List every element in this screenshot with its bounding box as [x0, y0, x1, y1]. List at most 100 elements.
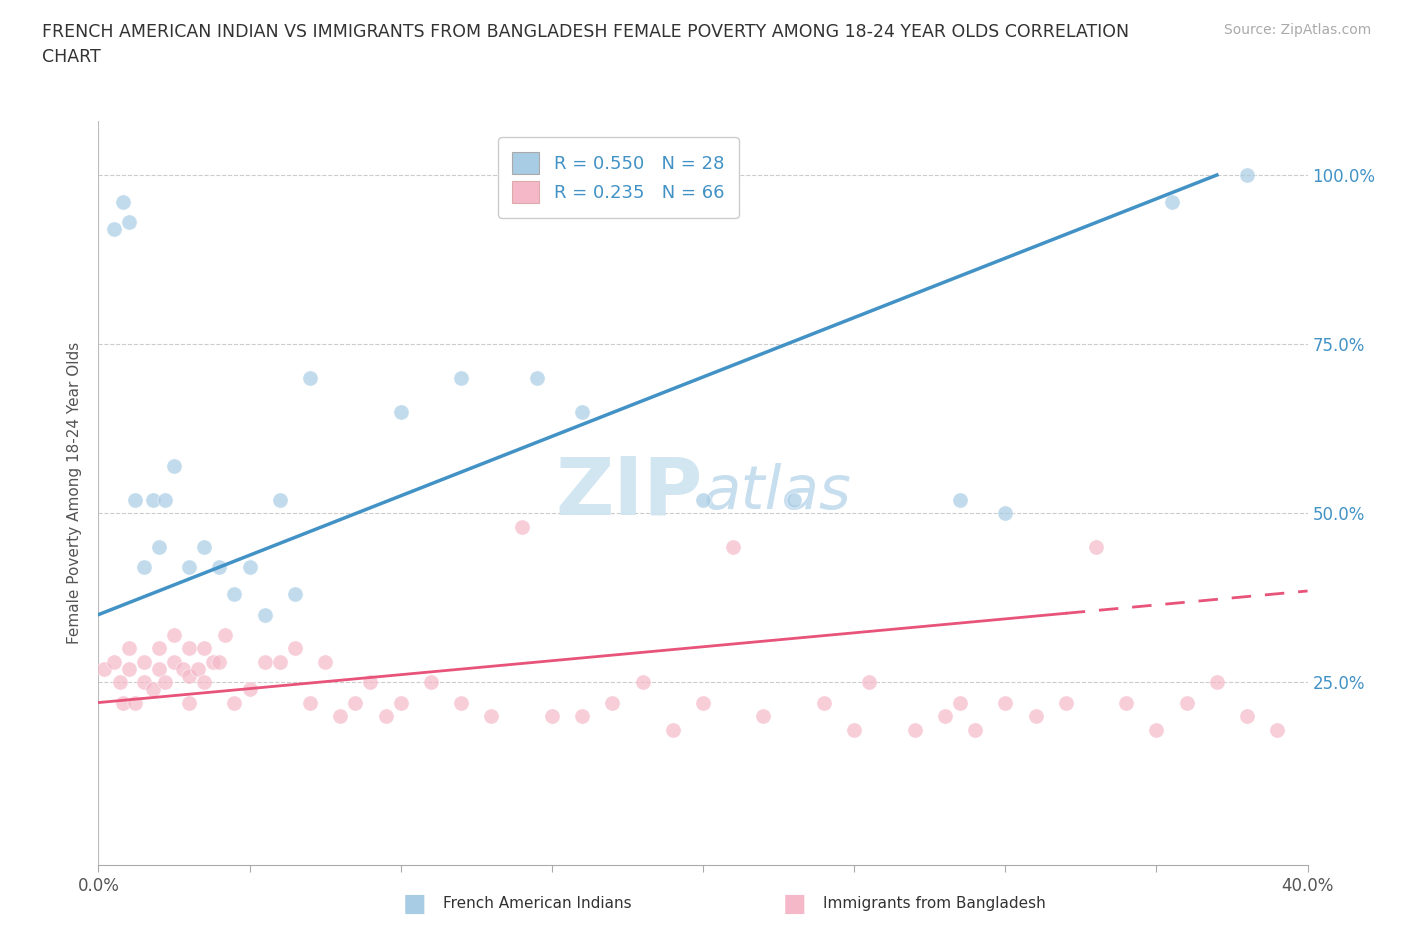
Point	[1054, 695, 1077, 710]
Point	[253, 607, 276, 622]
Point	[179, 560, 201, 575]
Point	[148, 641, 170, 656]
Text: FRENCH AMERICAN INDIAN VS IMMIGRANTS FROM BANGLADESH FEMALE POVERTY AMONG 18-24 : FRENCH AMERICAN INDIAN VS IMMIGRANTS FRO…	[42, 23, 1129, 66]
Point	[208, 560, 231, 575]
Point	[284, 641, 307, 656]
Point	[163, 655, 186, 670]
Point	[571, 709, 593, 724]
Point	[142, 682, 165, 697]
Point	[1206, 675, 1229, 690]
Point	[389, 405, 412, 419]
Point	[132, 655, 155, 670]
Point	[965, 723, 987, 737]
Point	[118, 215, 141, 230]
Point	[269, 492, 291, 507]
Point	[904, 723, 927, 737]
Point	[148, 539, 170, 554]
Point	[602, 695, 624, 710]
Point	[148, 661, 170, 676]
Point	[994, 695, 1017, 710]
Point	[450, 370, 472, 385]
Point	[142, 492, 165, 507]
Point	[108, 675, 131, 690]
Point	[193, 675, 215, 690]
Point	[481, 709, 503, 724]
Point	[239, 560, 262, 575]
Point	[179, 641, 201, 656]
Point	[103, 221, 125, 236]
Point	[661, 723, 683, 737]
Point	[124, 695, 146, 710]
Point	[360, 675, 382, 690]
Point	[103, 655, 125, 670]
Point	[163, 628, 186, 643]
Point	[132, 675, 155, 690]
Point	[111, 194, 134, 209]
Y-axis label: Female Poverty Among 18-24 Year Olds: Female Poverty Among 18-24 Year Olds	[67, 341, 83, 644]
Point	[389, 695, 412, 710]
Point	[540, 709, 562, 724]
Point	[299, 370, 322, 385]
Point	[723, 539, 745, 554]
Point	[153, 492, 176, 507]
Point	[934, 709, 956, 724]
Point	[813, 695, 835, 710]
Point	[1085, 539, 1108, 554]
Point	[153, 675, 176, 690]
Point	[253, 655, 276, 670]
Point	[269, 655, 291, 670]
Point	[214, 628, 236, 643]
Point	[949, 695, 972, 710]
Point	[179, 668, 201, 683]
Point	[193, 539, 215, 554]
Point	[118, 661, 141, 676]
Point	[329, 709, 352, 724]
Point	[994, 506, 1017, 521]
Point	[163, 458, 186, 473]
Point	[526, 370, 548, 385]
Point	[783, 492, 806, 507]
Point	[187, 661, 209, 676]
Point	[1160, 194, 1182, 209]
Point	[111, 695, 134, 710]
Point	[299, 695, 322, 710]
Text: ■: ■	[783, 892, 806, 916]
Point	[239, 682, 262, 697]
Point	[692, 492, 714, 507]
Point	[208, 655, 231, 670]
Point	[374, 709, 396, 724]
Point	[949, 492, 972, 507]
Point	[752, 709, 775, 724]
Point	[571, 405, 593, 419]
Point	[844, 723, 866, 737]
Text: atlas: atlas	[703, 463, 851, 523]
Point	[284, 587, 307, 602]
Point	[510, 519, 533, 534]
Point	[1175, 695, 1198, 710]
Point	[224, 695, 246, 710]
Text: ■: ■	[404, 892, 426, 916]
Legend: R = 0.550   N = 28, R = 0.235   N = 66: R = 0.550 N = 28, R = 0.235 N = 66	[498, 138, 738, 218]
Point	[202, 655, 225, 670]
Text: Immigrants from Bangladesh: Immigrants from Bangladesh	[823, 897, 1045, 911]
Point	[172, 661, 194, 676]
Point	[1267, 723, 1289, 737]
Point	[631, 675, 654, 690]
Point	[224, 587, 246, 602]
Point	[1144, 723, 1167, 737]
Point	[118, 641, 141, 656]
Point	[420, 675, 443, 690]
Text: Source: ZipAtlas.com: Source: ZipAtlas.com	[1223, 23, 1371, 37]
Point	[858, 675, 880, 690]
Point	[344, 695, 367, 710]
Text: ZIP: ZIP	[555, 454, 703, 532]
Point	[1024, 709, 1046, 724]
Point	[1236, 709, 1258, 724]
Point	[692, 695, 714, 710]
Point	[314, 655, 336, 670]
Point	[179, 695, 201, 710]
Point	[132, 560, 155, 575]
Point	[1236, 167, 1258, 182]
Point	[93, 661, 115, 676]
Point	[193, 641, 215, 656]
